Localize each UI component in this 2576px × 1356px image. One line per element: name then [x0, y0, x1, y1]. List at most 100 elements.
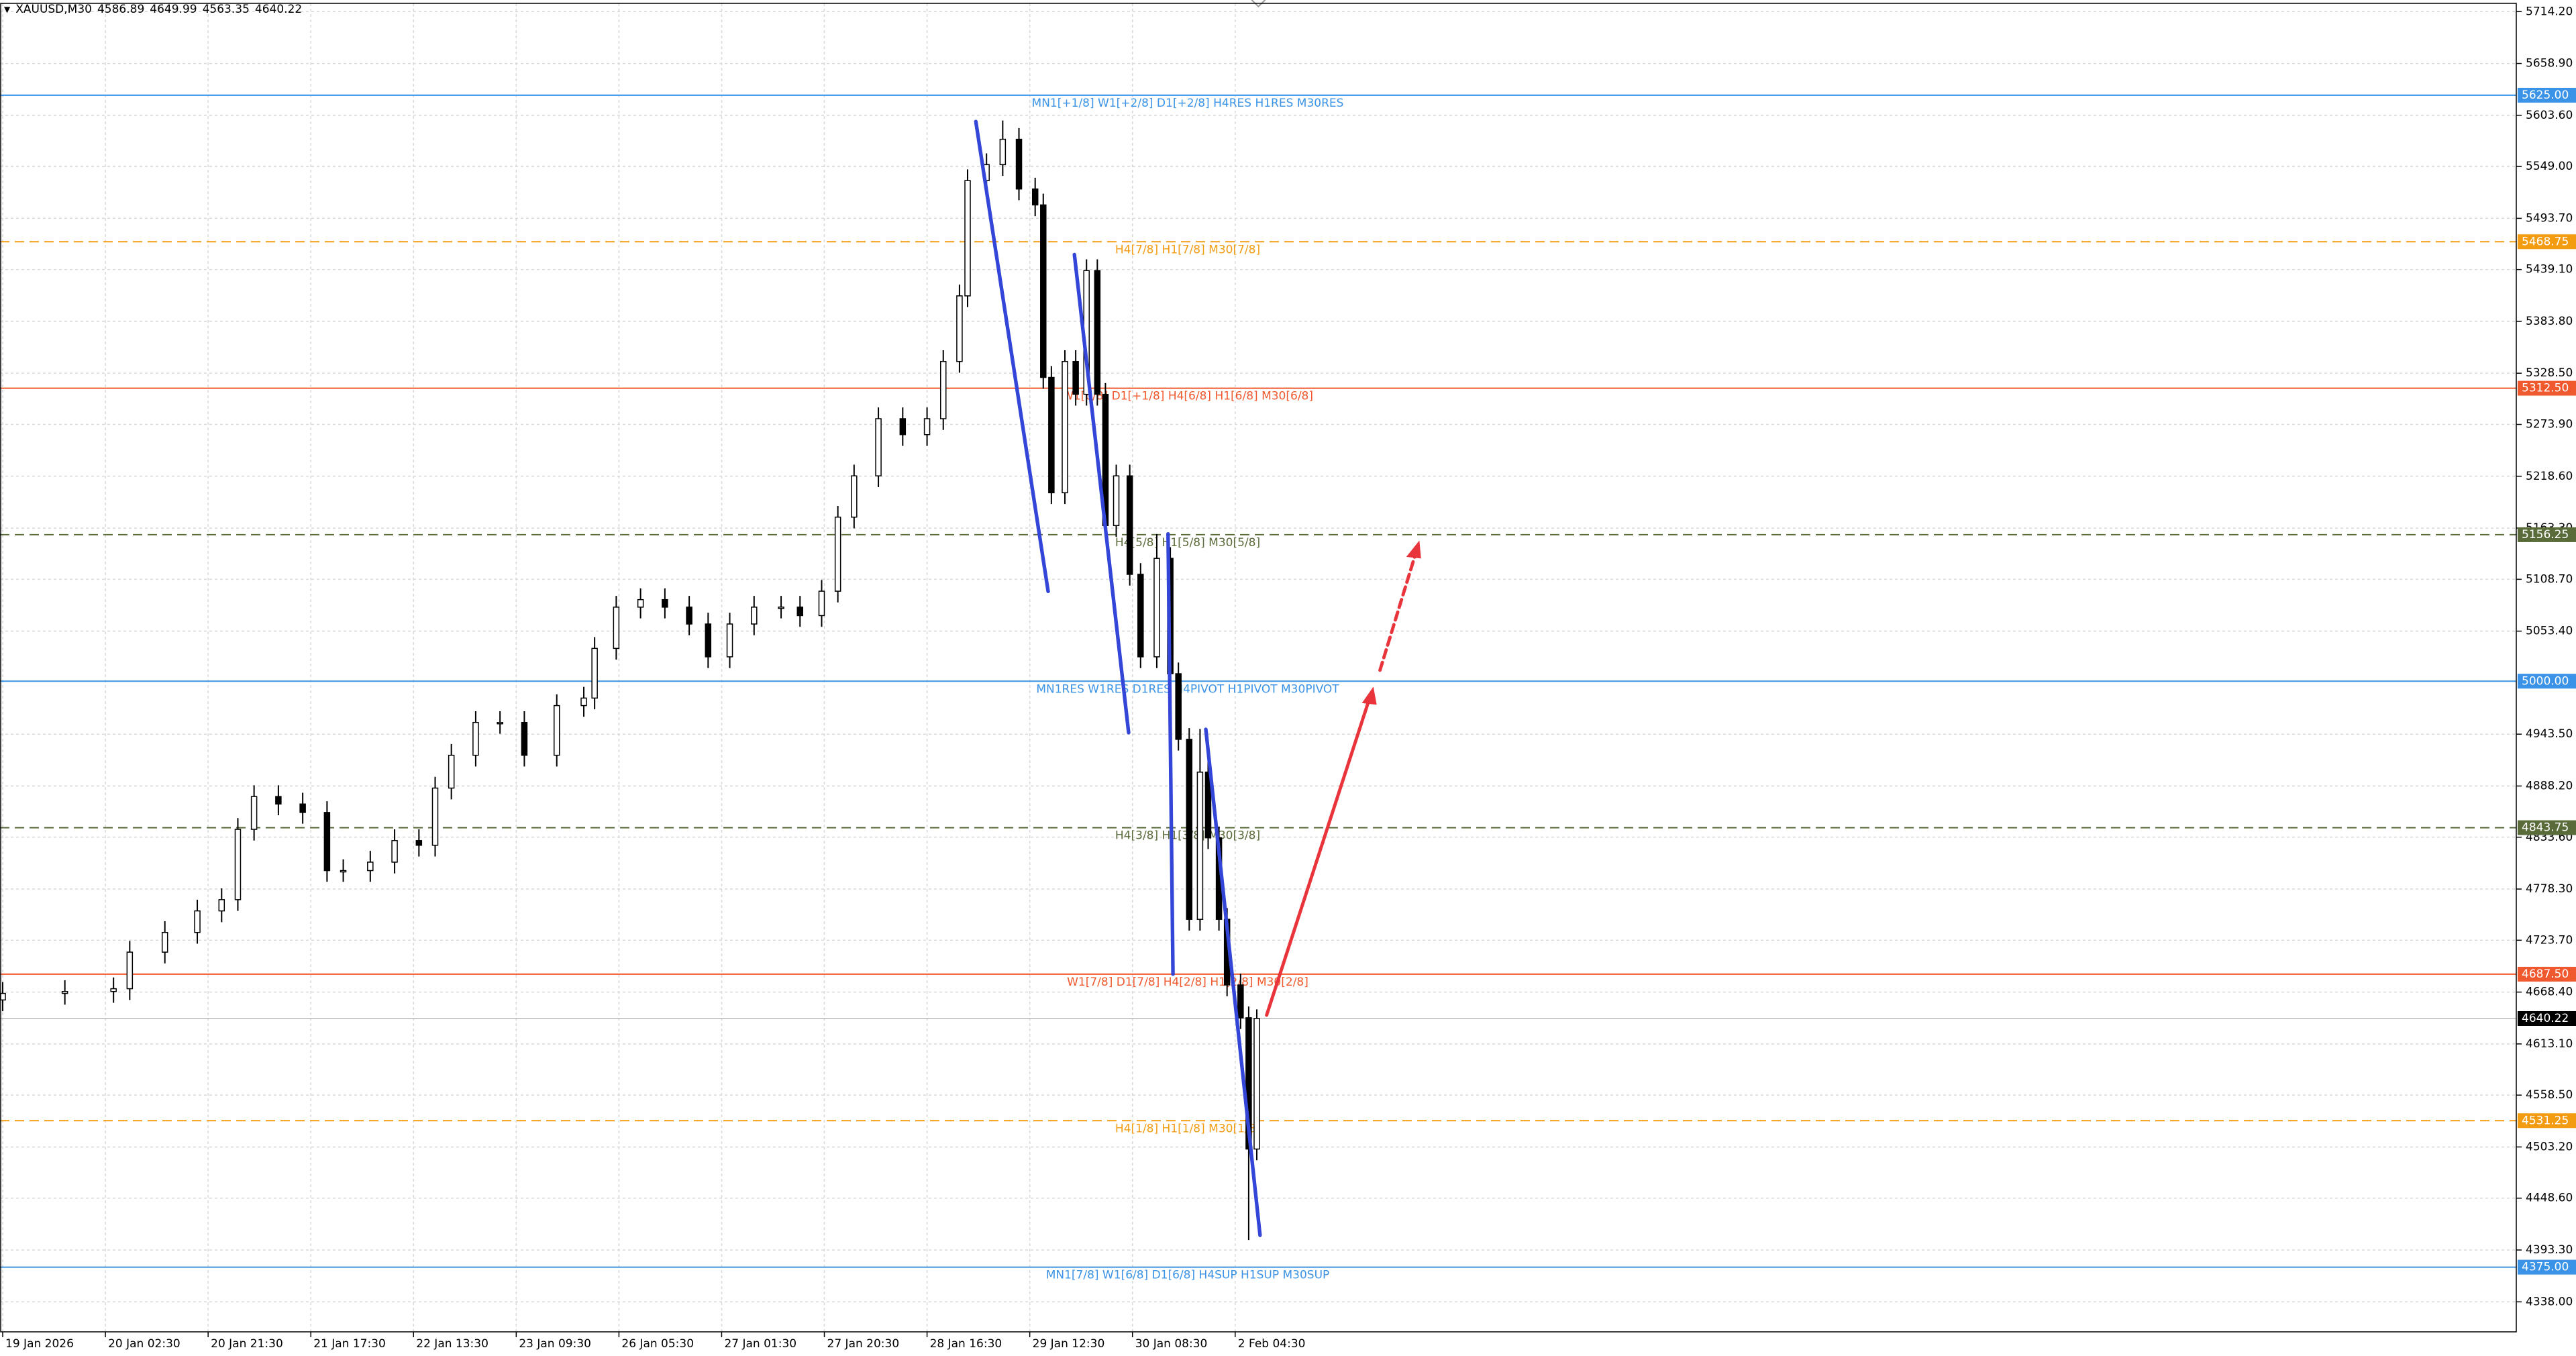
- candle-body: [899, 418, 907, 435]
- y-tick-label: 5218.60: [2526, 470, 2573, 483]
- candle-body: [923, 418, 931, 435]
- x-tick-label: 30 Jan 08:30: [1135, 1337, 1208, 1351]
- price-tag-label: 5156.25: [2522, 528, 2569, 541]
- candle-body: [194, 910, 201, 933]
- y-tick-label: 5603.60: [2526, 109, 2573, 122]
- candle-body: [110, 988, 117, 992]
- y-tick-label: 4888.20: [2526, 779, 2573, 792]
- y-tick-label: 5658.90: [2526, 57, 2573, 70]
- y-tick-label: 4943.50: [2526, 727, 2573, 741]
- candle-body: [726, 623, 733, 658]
- candle-body: [415, 840, 423, 846]
- candle-body: [391, 840, 398, 863]
- last-price-label: 4640.22: [2522, 1012, 2569, 1025]
- candles: [0, 120, 1260, 1241]
- trend-line: [974, 119, 1050, 594]
- price-tag-label: 4843.75: [2522, 821, 2569, 835]
- candle-body: [521, 721, 528, 756]
- y-tick-label: 4338.00: [2526, 1295, 2573, 1308]
- level-text: H4[5/8] H1[5/8] M30[5/8]: [1115, 536, 1260, 550]
- candle-body: [1137, 574, 1144, 658]
- candle-body: [323, 812, 331, 872]
- candle-body: [0, 992, 6, 1001]
- price-tag-label: 4531.25: [2522, 1114, 2569, 1127]
- candle-body: [580, 697, 587, 707]
- y-tick-label: 5108.70: [2526, 572, 2573, 586]
- candle-body: [250, 796, 258, 830]
- candle-body: [818, 590, 825, 617]
- low-value: 4563.35: [202, 3, 250, 16]
- price-tag-label: 5468.75: [2522, 235, 2569, 248]
- candle-body: [1245, 1017, 1252, 1150]
- x-tick-label: 23 Jan 09:30: [519, 1337, 591, 1351]
- level-text: MN1[7/8] W1[6/8] D1[6/8] H4SUP H1SUP M30…: [1046, 1269, 1330, 1282]
- chart-header: ▼ XAUUSD,M30 4586.89 4649.99 4563.35 464…: [4, 3, 302, 16]
- y-tick-label: 5439.10: [2526, 263, 2573, 276]
- candle-body: [613, 607, 620, 649]
- candle-body: [1031, 188, 1039, 206]
- candle-body: [1253, 1018, 1260, 1150]
- candle-body: [340, 870, 347, 873]
- close-value: 4640.22: [254, 3, 303, 16]
- candle-body: [956, 295, 963, 362]
- y-tick-label: 4723.70: [2526, 933, 2573, 947]
- candle-body: [964, 180, 971, 297]
- y-tick-label: 5714.20: [2526, 5, 2573, 18]
- candle-body: [1196, 772, 1204, 920]
- plot-frame: [0, 3, 2517, 1333]
- candle-body: [834, 516, 841, 592]
- candle-body: [1048, 376, 1055, 494]
- y-tick-label: 5273.90: [2526, 418, 2573, 431]
- y-tick-label: 4448.60: [2526, 1192, 2573, 1205]
- y-tick-label: 4668.40: [2526, 986, 2573, 999]
- y-tick-label: 4558.50: [2526, 1088, 2573, 1102]
- candle-body: [1204, 772, 1212, 839]
- arrow-head: [1361, 686, 1377, 705]
- x-tick-label: 27 Jan 01:30: [724, 1337, 796, 1351]
- candle-body: [554, 705, 560, 756]
- candle-body: [126, 951, 134, 990]
- candle-body: [778, 607, 784, 609]
- x-tick-label: 2 Feb 04:30: [1238, 1337, 1306, 1351]
- y-tick-label: 4503.20: [2526, 1140, 2573, 1153]
- candle-body: [662, 598, 668, 608]
- candle-body: [686, 607, 692, 625]
- candle-body: [161, 931, 168, 953]
- x-tick-label: 27 Jan 20:30: [827, 1337, 900, 1351]
- candle-body: [497, 721, 503, 725]
- candle-body: [875, 418, 882, 476]
- candle-body: [275, 796, 282, 805]
- price-tag: [2518, 527, 2576, 542]
- high-value: 4649.99: [150, 3, 197, 16]
- level-text: MN1RES W1RES D1RES H4PIVOT H1PIVOT M30PI…: [1036, 682, 1339, 696]
- candle-body: [448, 754, 455, 789]
- candle-body: [1062, 361, 1068, 494]
- price-tag-label: 5312.50: [2522, 382, 2569, 395]
- level-text: H4[7/8] H1[7/8] M30[7/8]: [1115, 243, 1260, 256]
- price-tag: [2518, 674, 2576, 689]
- trend-line: [1166, 532, 1175, 976]
- y-tick-label: 4613.10: [2526, 1037, 2573, 1051]
- x-tick-label: 26 Jan 05:30: [621, 1337, 694, 1351]
- candle-body: [796, 607, 804, 617]
- candle-body: [1186, 739, 1193, 920]
- candle-body: [1094, 270, 1101, 395]
- x-tick-label: 28 Jan 16:30: [930, 1337, 1002, 1351]
- price-tag: [2518, 966, 2576, 982]
- candle-body: [61, 991, 68, 994]
- level-text: H4[1/8] H1[1/8] M30[1/8]: [1115, 1122, 1260, 1135]
- candle-body: [1175, 673, 1182, 740]
- level-text: MN1[+1/8] W1[+2/8] D1[+2/8] H4RES H1RES …: [1032, 97, 1344, 110]
- trend-line: [1204, 727, 1262, 1237]
- candle-body: [705, 623, 712, 658]
- open-value: 4586.89: [97, 3, 145, 16]
- candle-body: [1113, 475, 1120, 527]
- candle-body: [1237, 984, 1244, 1019]
- candle-body: [367, 862, 374, 872]
- candle-body: [218, 899, 225, 912]
- y-tick-label: 5328.50: [2526, 366, 2573, 380]
- candle-body: [1015, 138, 1023, 190]
- price-tag-label: 4375.00: [2522, 1261, 2569, 1274]
